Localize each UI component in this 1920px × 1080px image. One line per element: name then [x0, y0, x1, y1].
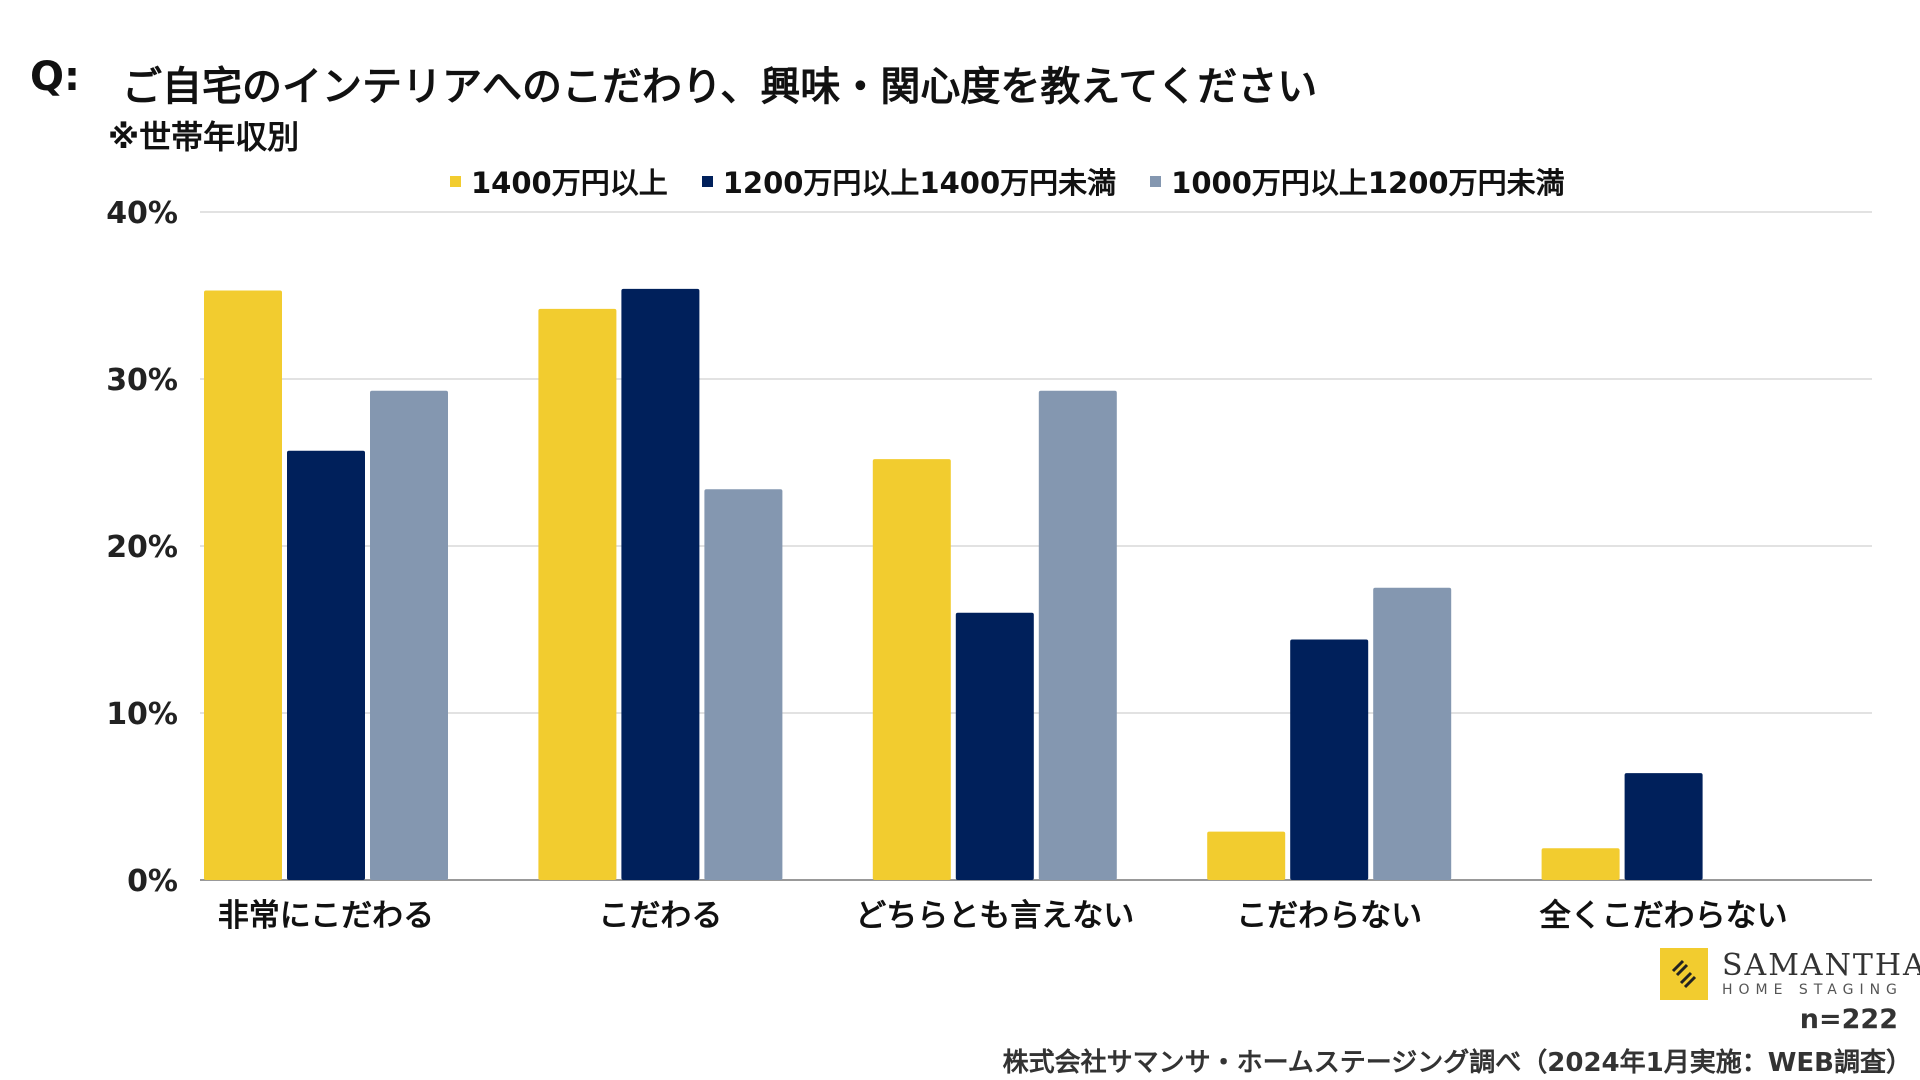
logo-text: SAMANTHA HOME STAGING	[1722, 948, 1920, 999]
legend-label: 1200万円以上1400万円未満	[722, 166, 1117, 200]
legend-swatch	[450, 175, 461, 187]
y-tick-label: 20%	[106, 530, 178, 565]
legend-label: 1000万円以上1200万円未満	[1171, 166, 1565, 200]
bar	[621, 288, 700, 880]
legend-swatch	[1150, 175, 1162, 187]
y-tick-label: 10%	[106, 697, 178, 732]
legend-item-1200-1400: 1200万円以上1400万円未満	[701, 160, 1117, 202]
x-tick-label: 全くこだわらない	[1539, 898, 1788, 934]
x-tick-label: こだわる	[598, 898, 722, 934]
source-note: 株式会社サマンサ・ホームステージング調べ（2024年1月実施：WEB調査）	[1002, 1048, 1912, 1078]
bar	[204, 290, 282, 880]
bar	[370, 390, 448, 880]
bar	[1541, 848, 1620, 880]
logo-glyph-icon	[1671, 959, 1697, 989]
bar	[704, 489, 783, 880]
logo-name: SAMANTHA	[1722, 948, 1920, 983]
logo-mark-icon	[1660, 948, 1708, 1000]
bar	[1290, 639, 1369, 880]
y-tick-label: 40%	[106, 196, 178, 231]
y-tick-label: 0%	[127, 864, 178, 899]
legend-label: 1400万円以上	[471, 166, 668, 200]
bar	[1624, 773, 1703, 880]
legend-item-1000-1200: 1000万円以上1200万円未満	[1150, 160, 1565, 202]
bar	[538, 308, 617, 880]
bar	[1038, 390, 1117, 880]
legend-swatch	[701, 175, 713, 187]
x-tick-label: どちらとも言えない	[855, 898, 1134, 934]
x-tick-label: 非常にこだわる	[218, 898, 434, 934]
bar	[1207, 831, 1286, 880]
sample-size: n=222	[1799, 1004, 1898, 1035]
y-tick-label: 30%	[106, 363, 178, 398]
x-tick-label: こだわらない	[1236, 898, 1422, 934]
question-label: Q:	[30, 54, 80, 100]
legend-item-1400-plus: 1400万円以上	[450, 160, 668, 202]
chart-title: ご自宅のインテリアへのこだわり、興味・関心度を教えてください	[122, 64, 1318, 110]
logo-subtitle: HOME STAGING	[1722, 982, 1903, 998]
chart-legend: 1400万円以上 1200万円以上1400万円未満 1000万円以上1200万円…	[450, 160, 1599, 202]
bar	[955, 612, 1034, 880]
bar	[1373, 587, 1452, 880]
chart-subtitle: ※世帯年収別	[108, 118, 300, 156]
bar	[872, 459, 951, 880]
samantha-logo: SAMANTHA HOME STAGING	[1660, 948, 1920, 1000]
bar	[287, 450, 365, 880]
